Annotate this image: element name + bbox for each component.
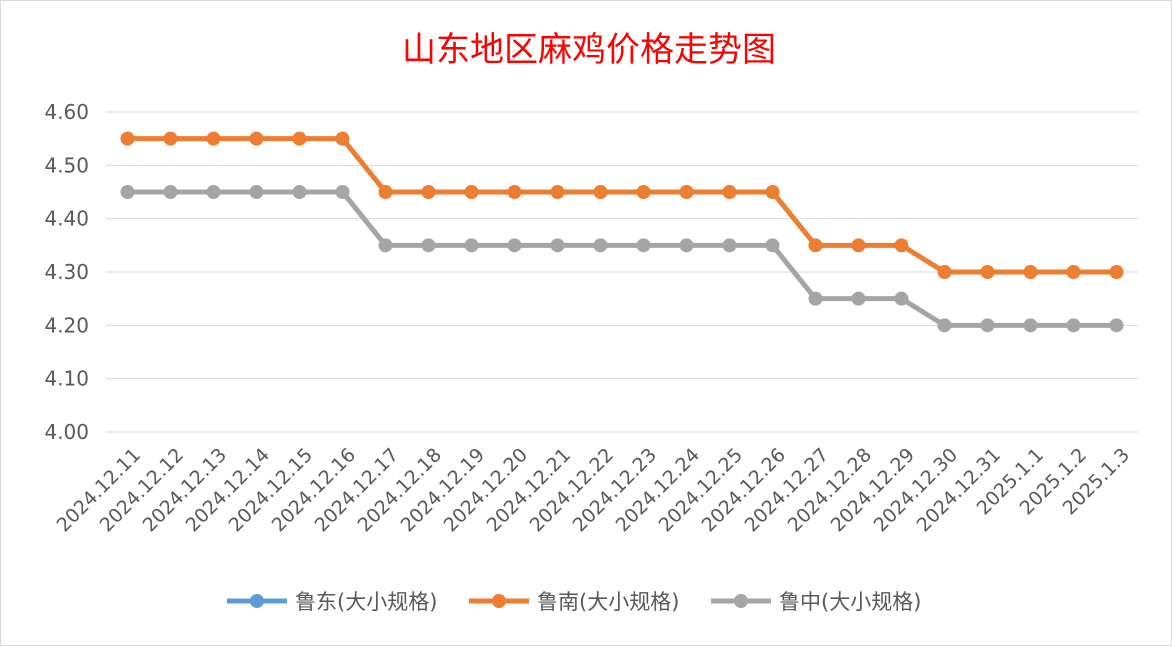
- data-point: [550, 185, 565, 199]
- data-point: [851, 291, 866, 306]
- legend: 鲁东(大小规格) 鲁南(大小规格) 鲁中(大小规格): [227, 590, 921, 614]
- data-point: [722, 238, 737, 253]
- data-point: [464, 185, 479, 199]
- legend-item: 鲁东(大小规格): [227, 590, 437, 614]
- y-axis-ticks: 4.00 4.10 4.20 4.30 4.40 4.50 4.60: [44, 100, 89, 444]
- data-point: [1023, 265, 1038, 279]
- data-point: [335, 185, 350, 199]
- data-point: [421, 238, 436, 253]
- data-point: [980, 265, 995, 279]
- y-tick-label: 4.20: [44, 313, 89, 337]
- legend-swatch-marker: [734, 594, 748, 608]
- data-point: [464, 238, 479, 253]
- data-point: [1023, 318, 1038, 333]
- data-point: [808, 291, 823, 306]
- y-tick-label: 4.50: [44, 153, 89, 177]
- y-tick-label: 4.60: [44, 100, 89, 124]
- data-point: [292, 131, 307, 146]
- legend-swatch-marker: [492, 594, 506, 608]
- data-point: [679, 238, 694, 253]
- legend-label: 鲁东(大小规格): [295, 590, 437, 614]
- data-point: [722, 185, 737, 199]
- data-point: [507, 185, 522, 199]
- data-point: [636, 238, 651, 253]
- data-point: [894, 291, 909, 306]
- legend-item: 鲁中(大小规格): [711, 590, 921, 614]
- data-point: [980, 318, 995, 333]
- data-point: [851, 238, 866, 253]
- data-point: [765, 185, 780, 199]
- data-point: [120, 131, 135, 146]
- data-point: [765, 238, 780, 253]
- legend-swatch-marker: [250, 594, 264, 608]
- y-tick-label: 4.40: [44, 207, 89, 231]
- data-point: [593, 185, 608, 199]
- data-point: [421, 185, 436, 199]
- data-point: [1109, 265, 1124, 279]
- chart-title: 山东地区麻鸡价格走势图: [402, 30, 776, 70]
- data-point: [292, 185, 307, 199]
- data-point: [937, 318, 952, 333]
- data-point: [1066, 265, 1081, 279]
- data-point: [378, 238, 393, 253]
- data-point: [206, 131, 221, 146]
- legend-label: 鲁南(大小规格): [537, 590, 679, 614]
- series-line: [127, 189, 1117, 328]
- series-line: [127, 136, 1117, 275]
- data-point: [679, 185, 694, 199]
- data-point: [120, 185, 135, 199]
- data-point: [593, 238, 608, 253]
- legend-label: 鲁中(大小规格): [779, 590, 921, 614]
- y-tick-label: 4.30: [44, 260, 89, 284]
- legend-item: 鲁南(大小规格): [469, 590, 679, 614]
- y-tick-label: 4.00: [44, 420, 89, 444]
- data-point: [550, 238, 565, 253]
- series-1: [120, 131, 1124, 279]
- data-point: [1066, 318, 1081, 333]
- data-point: [335, 131, 350, 146]
- gridlines: [106, 111, 1138, 433]
- y-tick-label: 4.10: [44, 367, 89, 391]
- data-point: [1109, 318, 1124, 333]
- data-point: [249, 185, 264, 199]
- data-point: [249, 131, 264, 146]
- data-point: [894, 238, 909, 253]
- data-point: [163, 131, 178, 146]
- x-axis-ticks: 2024.12.112024.12.122024.12.132024.12.14…: [53, 444, 1134, 536]
- data-point: [636, 185, 651, 199]
- data-point: [206, 185, 221, 199]
- series-layer: [120, 131, 1124, 333]
- series-2: [120, 185, 1124, 333]
- data-point: [378, 185, 393, 199]
- data-point: [507, 238, 522, 253]
- data-point: [937, 265, 952, 279]
- data-point: [808, 238, 823, 253]
- data-point: [163, 185, 178, 199]
